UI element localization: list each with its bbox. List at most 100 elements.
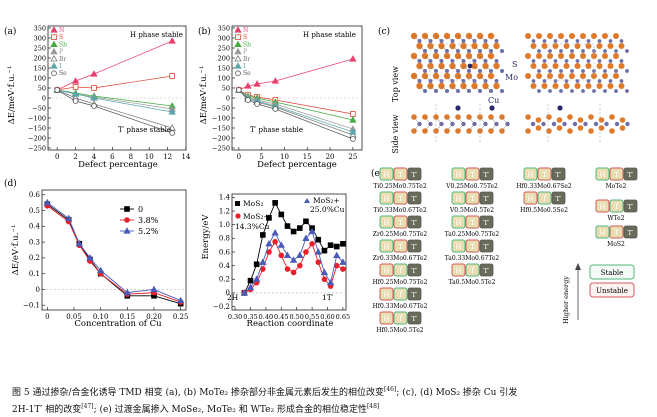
data-point-S bbox=[350, 111, 356, 117]
y-tick-label: 0.3 bbox=[29, 238, 40, 246]
data-point-MoS₂ bbox=[340, 241, 346, 247]
sulfur-atom bbox=[596, 43, 603, 49]
bond bbox=[468, 123, 475, 132]
atom-label-s: S bbox=[512, 60, 517, 69]
phase-h-box bbox=[595, 167, 610, 181]
bond bbox=[435, 123, 442, 132]
alloy-label: Zr0.25Mo0.75Te2 bbox=[373, 231, 428, 238]
sulfur-atom bbox=[574, 83, 581, 89]
data-point-S bbox=[91, 85, 97, 91]
phase-t-prime-letter: T′ bbox=[412, 243, 418, 251]
y-tick-label: −200 bbox=[212, 134, 230, 142]
sulfur-atom bbox=[574, 43, 581, 49]
data-point-MoS₂ bbox=[266, 215, 272, 221]
phase-t-prime-letter: T′ bbox=[556, 195, 562, 203]
molybdenum-atom bbox=[478, 69, 482, 73]
data-point-MoS₂+ 25.0%Cu bbox=[326, 278, 335, 286]
legend-marker-S bbox=[235, 34, 241, 40]
molybdenum-atom bbox=[537, 49, 541, 53]
sulfur-atom bbox=[493, 42, 500, 50]
x-tick-label: 0.45 bbox=[274, 313, 288, 321]
molybdenum-atom bbox=[614, 121, 620, 127]
molybdenum-atom bbox=[603, 89, 607, 93]
y-tick-label: 1.4 bbox=[219, 194, 231, 202]
molybdenum-atom bbox=[593, 121, 599, 127]
panel-d-xlabel: Concentration of Cu bbox=[74, 319, 162, 329]
phase-t-box bbox=[465, 215, 480, 229]
phase-t-prime-box bbox=[407, 239, 422, 253]
molybdenum-atom bbox=[586, 59, 591, 63]
phase-t-prime-letter: T′ bbox=[484, 195, 490, 203]
sulfur-atom bbox=[547, 53, 553, 59]
y-tick-label: 0.4 bbox=[29, 223, 41, 231]
alloy-label: Ta0.25Mo0.75Te2 bbox=[445, 231, 500, 238]
panel-a-top-note: H phase stable bbox=[130, 31, 183, 39]
bond bbox=[457, 116, 464, 125]
y-tick-label: 0 bbox=[226, 94, 230, 102]
phase-t-box bbox=[393, 239, 408, 253]
molybdenum-atom bbox=[494, 79, 499, 83]
series-line-5.2% bbox=[47, 202, 181, 301]
sulfur-atom bbox=[577, 125, 584, 131]
phase-h-box bbox=[379, 287, 394, 301]
data-point-N bbox=[90, 70, 98, 77]
sulfur-atom bbox=[556, 117, 563, 123]
alloy-tile: H T T′ V0.25Mo0.75Te2 bbox=[445, 167, 498, 190]
sulfur-atom bbox=[574, 63, 581, 69]
panel-a: 350300250200150100500−50−100−150−200−250… bbox=[28, 24, 191, 161]
side-view-label: Side view bbox=[391, 114, 400, 153]
phase-h-letter: H bbox=[383, 171, 389, 179]
sulfur-atom bbox=[563, 83, 570, 89]
alloy-label: Ta0.33Mo0.67Te2 bbox=[445, 255, 500, 262]
data-point-MoS₂+ 14.3%Cu bbox=[290, 269, 297, 276]
phase-t-box bbox=[537, 167, 552, 181]
data-point-N bbox=[271, 77, 280, 84]
data-point-S bbox=[169, 73, 176, 79]
legend-marker-5.2% bbox=[123, 227, 131, 234]
legend-marker-Se bbox=[235, 70, 241, 76]
sulfur-atom bbox=[552, 83, 559, 89]
unit-cell-outline bbox=[547, 43, 595, 81]
sulfur-atom bbox=[552, 43, 559, 49]
phase-t-prime-box bbox=[479, 239, 494, 253]
legend-label-Sb: Sb bbox=[243, 41, 251, 48]
phase-h-box bbox=[451, 263, 466, 277]
molybdenum-atom bbox=[548, 49, 552, 53]
sulfur-atom bbox=[585, 63, 592, 69]
legend-marker-Se bbox=[51, 70, 57, 76]
phase-t-prime-letter: T′ bbox=[412, 291, 418, 299]
phase-t-prime-box bbox=[623, 225, 638, 239]
molybdenum-atom bbox=[586, 39, 591, 43]
bond bbox=[468, 116, 475, 125]
molybdenum-atom bbox=[597, 39, 602, 43]
molybdenum-atom bbox=[551, 121, 557, 127]
y-tick-label: 0.4 bbox=[219, 262, 231, 270]
molybdenum-atom bbox=[553, 39, 558, 43]
y-tick-label: 100 bbox=[218, 74, 230, 82]
phase-t-prime-letter: T′ bbox=[412, 195, 418, 203]
molybdenum-atom bbox=[456, 89, 460, 93]
phase-h-box bbox=[379, 215, 394, 229]
phase-h-letter: H bbox=[455, 171, 461, 179]
figure-canvas: 350300250200150100500−50−100−150−200−250… bbox=[4, 24, 638, 334]
data-point-MoS₂+ 14.3%Cu bbox=[321, 276, 328, 283]
sulfur-atom bbox=[536, 73, 542, 79]
phase-t-letter: T bbox=[398, 291, 403, 299]
phase-h-box bbox=[451, 239, 466, 253]
molybdenum-atom bbox=[500, 69, 504, 73]
molybdenum-atom bbox=[434, 89, 438, 93]
sulfur-atom bbox=[588, 128, 594, 134]
phase-t-letter: T bbox=[470, 195, 475, 203]
series-line-I bbox=[57, 89, 173, 113]
alloy-label: Hf0.5Mo0.5Te2 bbox=[376, 327, 423, 334]
sulfur-atom bbox=[487, 72, 495, 80]
copper-atom bbox=[557, 105, 563, 111]
phase-t-prime-letter: T′ bbox=[412, 171, 418, 179]
sulfur-atom bbox=[541, 83, 548, 89]
legend-label-P: P bbox=[243, 49, 247, 56]
data-point-5.2% bbox=[75, 239, 84, 247]
panel-a-bottom-note: T′ phase stable bbox=[118, 126, 171, 134]
alloy-tile: H T T′ Ta0.25Mo0.75Te2 bbox=[445, 215, 500, 238]
